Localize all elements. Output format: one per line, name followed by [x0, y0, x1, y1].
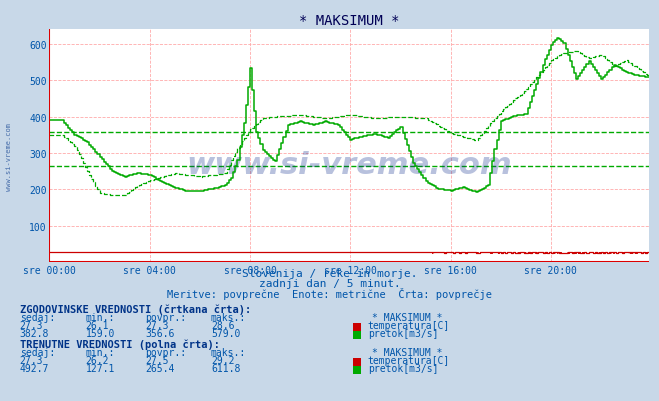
- Text: pretok[m3/s]: pretok[m3/s]: [368, 328, 438, 338]
- Text: 29.2: 29.2: [211, 355, 235, 365]
- Text: 492.7: 492.7: [20, 363, 49, 373]
- Text: 265.4: 265.4: [145, 363, 175, 373]
- Text: 27.3: 27.3: [145, 320, 169, 330]
- Text: www.si-vreme.com: www.si-vreme.com: [186, 150, 512, 179]
- Text: 27.3: 27.3: [20, 355, 43, 365]
- Text: 28.6: 28.6: [211, 320, 235, 330]
- Text: zadnji dan / 5 minut.: zadnji dan / 5 minut.: [258, 279, 401, 289]
- Text: Meritve: povprečne  Enote: metrične  Črta: povprečje: Meritve: povprečne Enote: metrične Črta:…: [167, 288, 492, 300]
- Text: 382.8: 382.8: [20, 328, 49, 338]
- Text: TRENUTNE VREDNOSTI (polna črta):: TRENUTNE VREDNOSTI (polna črta):: [20, 338, 219, 349]
- Text: 26.1: 26.1: [86, 320, 109, 330]
- Text: temperatura[C]: temperatura[C]: [368, 355, 450, 365]
- Text: 26.2: 26.2: [86, 355, 109, 365]
- Text: sedaj:: sedaj:: [20, 347, 55, 357]
- Text: 27.5: 27.5: [145, 355, 169, 365]
- Text: 611.8: 611.8: [211, 363, 241, 373]
- Text: min.:: min.:: [86, 312, 115, 322]
- Title: * MAKSIMUM *: * MAKSIMUM *: [299, 14, 399, 28]
- Text: min.:: min.:: [86, 347, 115, 357]
- Text: 127.1: 127.1: [86, 363, 115, 373]
- Text: * MAKSIMUM *: * MAKSIMUM *: [372, 347, 443, 357]
- Text: www.si-vreme.com: www.si-vreme.com: [5, 122, 12, 190]
- Text: sedaj:: sedaj:: [20, 312, 55, 322]
- Text: * MAKSIMUM *: * MAKSIMUM *: [372, 312, 443, 322]
- Text: maks.:: maks.:: [211, 312, 246, 322]
- Text: Slovenija / reke in morje.: Slovenija / reke in morje.: [242, 269, 417, 279]
- Text: povpr.:: povpr.:: [145, 312, 186, 322]
- Text: 356.6: 356.6: [145, 328, 175, 338]
- Text: povpr.:: povpr.:: [145, 347, 186, 357]
- Text: temperatura[C]: temperatura[C]: [368, 320, 450, 330]
- Text: pretok[m3/s]: pretok[m3/s]: [368, 363, 438, 373]
- Text: ZGODOVINSKE VREDNOSTI (črtkana črta):: ZGODOVINSKE VREDNOSTI (črtkana črta):: [20, 304, 251, 314]
- Text: 27.3: 27.3: [20, 320, 43, 330]
- Text: maks.:: maks.:: [211, 347, 246, 357]
- Text: 579.0: 579.0: [211, 328, 241, 338]
- Text: 159.0: 159.0: [86, 328, 115, 338]
